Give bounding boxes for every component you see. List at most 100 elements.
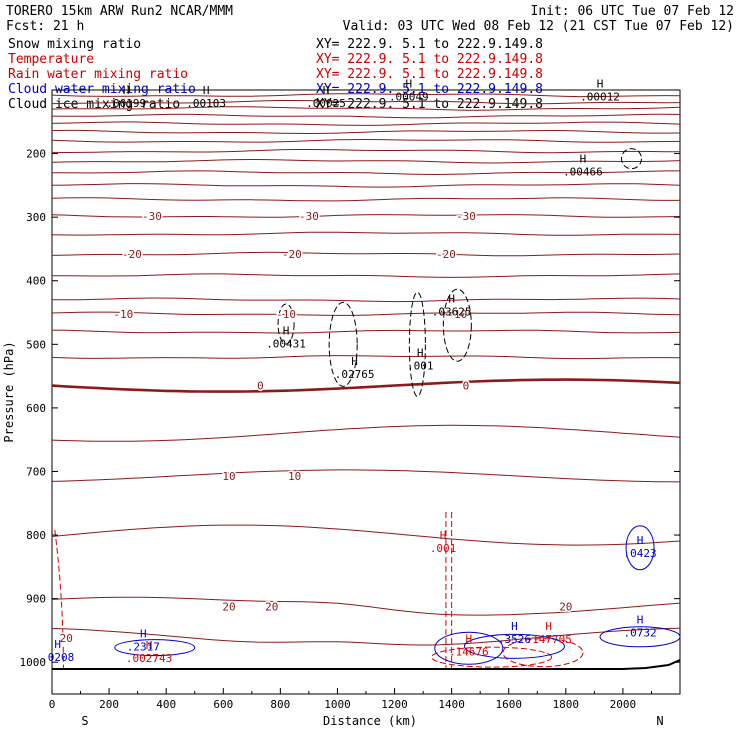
isotherm [51,183,681,188]
maximum-value-label: .00103 [186,97,226,110]
maximum-value-label: .14676 [449,646,489,659]
maximum-marker: H [123,84,130,97]
maximum-value-label: .3526 [498,633,531,646]
y-tick-label: 600 [26,402,46,415]
rain-contour [445,512,453,668]
maximum-value-label: .00199 [106,97,146,110]
y-tick-label: 400 [26,275,46,288]
isotherm [52,273,681,278]
isotherm [51,170,680,176]
legend-field-name: Rain water mixing ratio [8,67,188,82]
cloud-water-contour [114,639,196,657]
header-init: Init: 06 UTC Tue 07 Feb 12 [531,4,735,19]
contour-labels: -30 -30 -30 -20 -20 -20 -10 -10 -10 0 0 10 10 20 20 20 2… [58,208,574,646]
maximum-value-label: .00431 [266,337,306,350]
maximum-value-label: .002743 [126,652,172,665]
axes: 0 200 400 600 800 1000 1200 1400 1600 1800 2000200… [20,148,680,711]
temperature-contour-label: 0 [257,380,264,393]
snow-contour [408,291,426,397]
temperature-contour-label: -10 [113,308,133,321]
maximum-value-label: .147705 [526,633,572,646]
maximum-value-label: .00049 [389,91,429,104]
isotherm [51,524,681,546]
isotherm [51,113,681,119]
maximum-value-label: .03625 [432,306,472,319]
x-tick-label: 800 [270,698,290,711]
temperature-contour-label: -20 [122,248,142,261]
maximum-marker: H [406,78,413,91]
isotherm [51,378,681,393]
x-tick-label: 400 [156,698,176,711]
isotherm [51,469,681,483]
legend-field-name: Temperature [8,52,94,67]
temperature-contour-label: 20 [222,600,235,613]
temperature-contour-label: 10 [288,470,301,483]
isotherm [52,297,681,303]
x-tick-label: 1400 [438,698,465,711]
maximum-marker: H [637,614,644,627]
isotherm [51,231,681,236]
maxima-labels: H.00199H.00103H.00025H.00049H.00012H.004… [41,78,656,665]
maximum-value-label: .02765 [335,368,375,381]
cloud-water-contour [434,631,504,665]
x-tick-label: 1800 [553,698,580,711]
isotherm [51,627,681,646]
plot-frame [51,89,681,695]
isotherm [51,596,681,616]
maximum-value-label: .0732 [623,627,656,640]
y-tick-label: 1000 [20,656,47,669]
snow-contour [442,288,472,362]
maximum-marker: H [465,633,472,646]
temperature-contour-label: -30 [142,210,162,223]
temperature-contour-label: -10 [276,308,296,321]
snow-contour [328,301,358,387]
legend-field-xy: XY= 222.9. 5.1 to 222.9.149.8 [316,37,543,52]
x-tick-label: 1000 [324,698,351,711]
snow-contour [620,148,642,170]
south-label: S [81,714,88,728]
temperature-contour-label: 20 [60,632,73,645]
maximum-marker: H [597,78,604,91]
isotherm [51,329,681,334]
moisture-contours [54,148,681,669]
maximum-marker: H [351,355,358,368]
y-tick-label: 200 [26,148,46,161]
maximum-marker: H [511,620,518,633]
x-tick-label: 1200 [381,698,408,711]
x-tick-label: 200 [99,698,119,711]
maximum-value-label: .001 [407,360,434,373]
maximum-marker: H [417,347,424,360]
cloud-water-contour [463,633,565,659]
y-tick-label: 900 [26,593,46,606]
temperature-contour-label: 20 [265,600,278,613]
maximum-marker: H [54,638,61,651]
maximum-value-label: .001 [430,542,457,555]
isotherm [51,355,681,360]
isotherm [51,93,681,98]
isotherm [51,121,681,126]
maximum-value-label: .00012 [580,91,620,104]
maximum-marker: H [283,324,290,337]
y-tick-label: 500 [26,338,46,351]
temperature-contour-label: -10 [447,308,467,321]
maximum-value-label: .0208 [41,651,74,664]
isotherm [51,100,681,105]
x-axis-title: Distance (km) [323,714,417,728]
isotherm [51,214,681,218]
isotherm [51,106,681,111]
temperature-contour-label: 20 [559,600,572,613]
y-axis-title: Pressure (hPa) [2,341,16,442]
legend-field-xy: XY= 222.9. 5.1 to 222.9.149.8 [316,67,543,82]
maximum-marker: H [545,620,552,633]
isotherm [51,311,681,316]
temperature-contour-label: -30 [456,210,476,223]
isotherm [51,149,680,154]
rain-contour [502,638,584,668]
rain-contour [431,646,553,668]
temperature-contour-label: 10 [222,470,235,483]
maximum-value-label: .0423 [623,547,656,560]
cloud-water-contour [599,626,681,648]
legend-field-name: Snow mixing ratio [8,37,141,52]
x-tick-label: 0 [49,698,56,711]
